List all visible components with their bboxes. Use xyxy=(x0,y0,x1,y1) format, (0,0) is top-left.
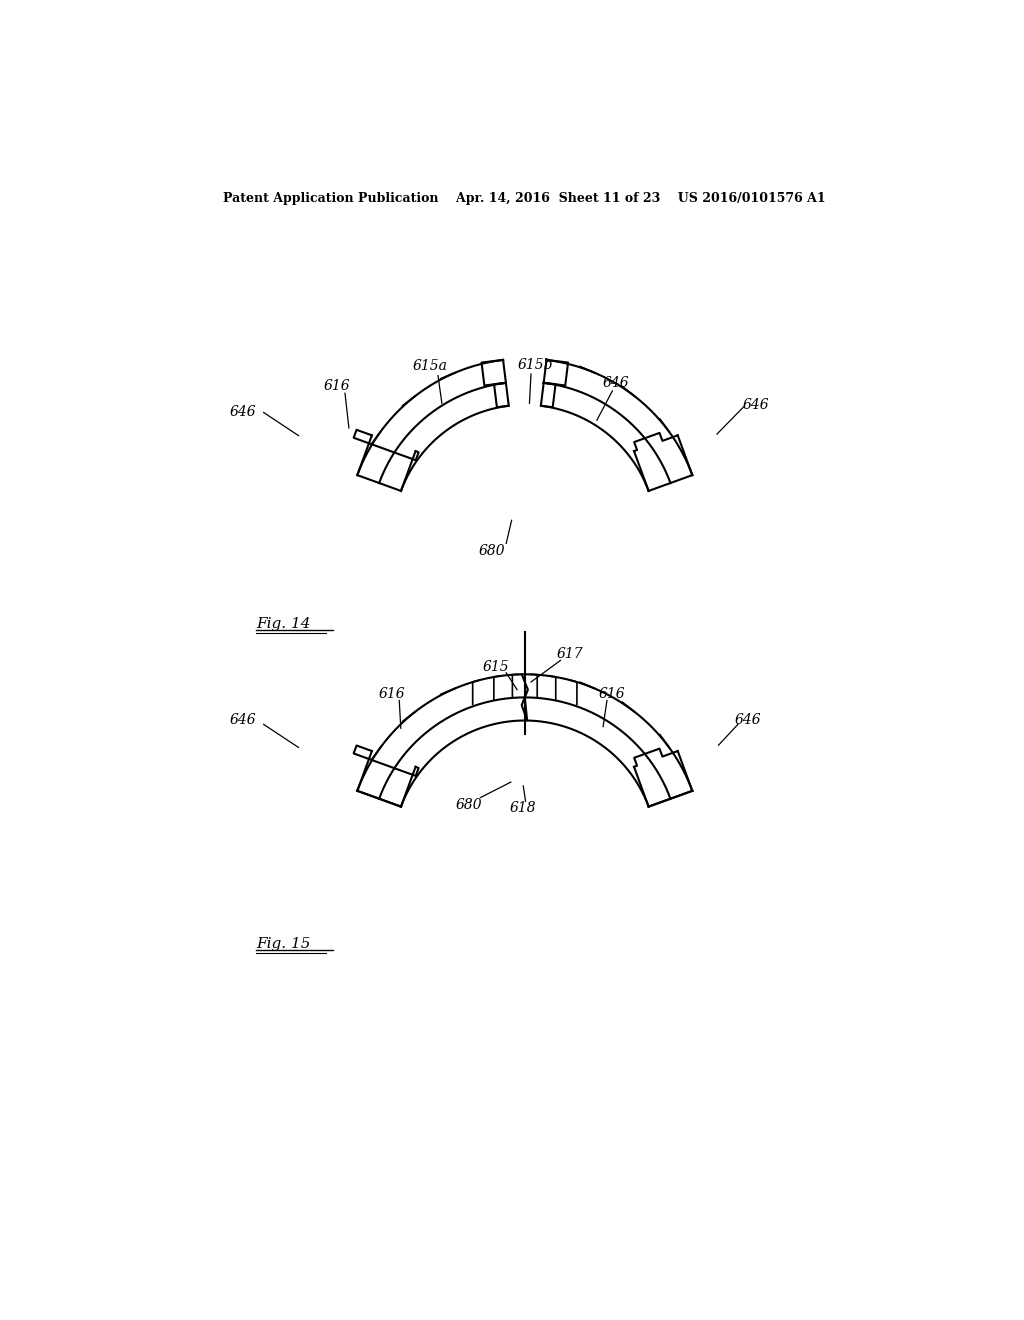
Text: 616: 616 xyxy=(599,686,626,701)
Text: 680: 680 xyxy=(456,799,482,812)
Text: 646: 646 xyxy=(734,714,761,727)
Text: 616: 616 xyxy=(378,686,404,701)
Text: 615: 615 xyxy=(482,660,509,673)
Text: 615a: 615a xyxy=(413,359,447,374)
Text: 646: 646 xyxy=(742,397,769,412)
Text: 680: 680 xyxy=(479,544,506,558)
Text: 646: 646 xyxy=(229,714,256,727)
Text: Patent Application Publication    Apr. 14, 2016  Sheet 11 of 23    US 2016/01015: Patent Application Publication Apr. 14, … xyxy=(223,191,826,205)
Text: 646: 646 xyxy=(603,376,630,391)
Text: 646: 646 xyxy=(229,405,256,420)
Text: 617: 617 xyxy=(556,647,583,660)
Text: 616: 616 xyxy=(324,379,350,392)
Text: Fig. 15: Fig. 15 xyxy=(256,937,310,950)
Text: Fig. 14: Fig. 14 xyxy=(256,618,310,631)
Text: 618: 618 xyxy=(510,800,537,814)
Text: 615b: 615b xyxy=(517,358,553,372)
